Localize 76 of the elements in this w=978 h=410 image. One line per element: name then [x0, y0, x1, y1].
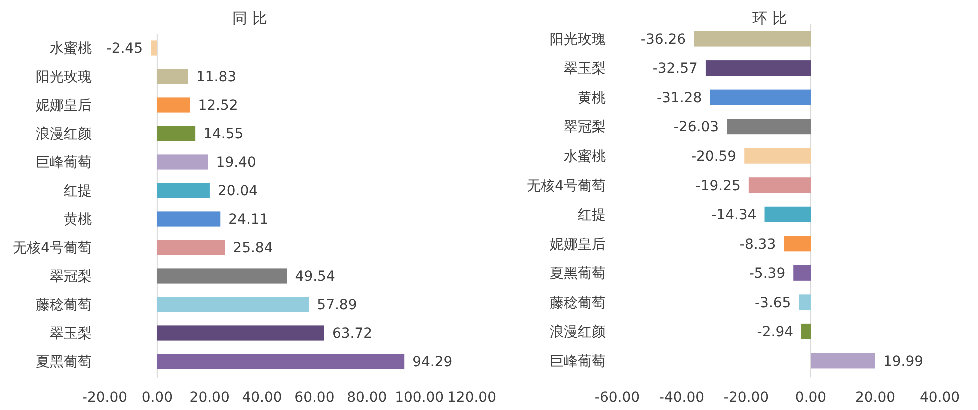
- x-tick-label: 40.00: [920, 390, 960, 406]
- data-label: 19.40: [216, 155, 256, 172]
- y-tick-label: 无核4号葡萄: [527, 178, 606, 194]
- bar: [157, 240, 226, 256]
- x-tick-label: -20.00: [724, 390, 770, 406]
- y-tick-label: 翠玉梨: [50, 326, 92, 342]
- data-label: -2.45: [106, 41, 144, 58]
- y-tick-label: 浪漫红颜: [36, 126, 92, 143]
- bar: [157, 326, 324, 341]
- data-label: -36.26: [640, 32, 686, 48]
- data-label: -14.34: [712, 208, 757, 224]
- x-tick-label: 100.00: [395, 390, 444, 406]
- y-tick-label: 红提: [578, 208, 606, 224]
- x-tick-label: -40.00: [659, 390, 705, 406]
- data-label: 63.72: [332, 326, 373, 342]
- x-tick-label: -60.00: [594, 390, 640, 406]
- data-label: 12.52: [198, 98, 238, 114]
- y-tick-label: 水蜜桃: [564, 149, 606, 165]
- bar: [157, 268, 288, 284]
- data-label: 25.84: [233, 240, 274, 257]
- chart-title: 同 比: [232, 9, 268, 28]
- y-tick-label: 巨峰葡萄: [36, 155, 92, 172]
- y-tick-label: 巨峰葡萄: [550, 354, 606, 370]
- bar: [157, 98, 190, 113]
- y-tick-label: 翠玉梨: [564, 61, 606, 78]
- bar: [151, 40, 158, 56]
- data-label: 57.89: [317, 298, 358, 314]
- y-tick-label: 妮娜皇后: [550, 236, 606, 253]
- bar: [157, 297, 310, 312]
- data-label: -8.33: [740, 236, 776, 253]
- data-label: 14.55: [204, 126, 244, 143]
- data-label: 19.99: [883, 354, 924, 370]
- data-label: -26.03: [674, 120, 720, 136]
- bar: [157, 212, 221, 227]
- bar: [157, 126, 196, 142]
- data-label: -5.39: [749, 266, 786, 282]
- bar: [157, 354, 405, 370]
- y-tick-label: 黄桃: [578, 90, 606, 106]
- bar: [157, 154, 208, 170]
- y-tick-label: 无核4号葡萄: [13, 240, 92, 257]
- x-tick-label: 40.00: [242, 390, 282, 406]
- data-label: -3.65: [754, 295, 792, 312]
- x-tick-label: -20.00: [82, 390, 128, 406]
- x-tick-label: 0.00: [142, 390, 174, 406]
- y-tick-label: 水蜜桃: [50, 41, 92, 58]
- bar: [157, 69, 188, 84]
- x-tick-label: 20.00: [190, 390, 230, 406]
- y-tick-label: 夏黑葡萄: [550, 266, 606, 282]
- y-tick-label: 藤稔葡萄: [550, 295, 606, 312]
- x-tick-label: 60.00: [294, 390, 335, 406]
- data-label: -20.59: [691, 149, 737, 165]
- y-tick-label: 阳光玫瑰: [36, 70, 92, 86]
- y-tick-label: 藤稔葡萄: [36, 298, 92, 314]
- y-tick-label: 红提: [64, 184, 92, 200]
- y-tick-label: 黄桃: [64, 212, 92, 228]
- data-label: -19.25: [696, 178, 741, 194]
- x-tick-label: 0.00: [795, 390, 827, 406]
- data-label: 49.54: [295, 269, 336, 286]
- y-tick-label: 翠冠梨: [50, 269, 92, 286]
- y-tick-label: 夏黑葡萄: [36, 354, 92, 371]
- data-label: -32.57: [652, 61, 698, 78]
- y-tick-label: 妮娜皇后: [36, 98, 92, 114]
- y-tick-label: 浪漫红颜: [550, 324, 606, 341]
- data-label: 24.11: [228, 212, 269, 228]
- x-tick-label: 20.00: [855, 390, 896, 406]
- data-label: 11.83: [196, 70, 237, 86]
- data-label: -2.94: [757, 324, 794, 341]
- bar: [157, 183, 210, 198]
- data-label: 94.29: [412, 354, 453, 371]
- data-label: 20.04: [218, 184, 258, 200]
- x-tick-label: 120.00: [448, 390, 496, 406]
- x-tick-label: 80.00: [347, 390, 388, 406]
- y-tick-label: 阳光玫瑰: [550, 32, 606, 48]
- y-tick-label: 翠冠梨: [564, 120, 606, 136]
- data-label: -31.28: [656, 90, 702, 106]
- chart-title: 环 比: [752, 9, 788, 28]
